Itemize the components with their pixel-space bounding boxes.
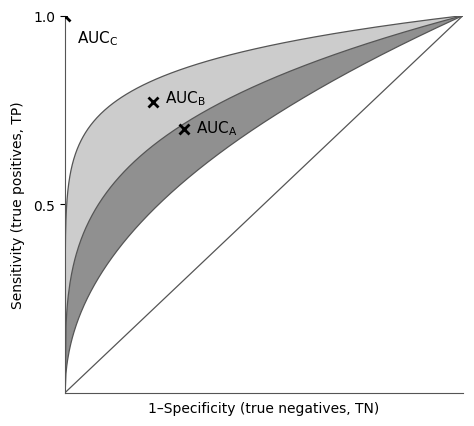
Text: AUC$_\mathregular{A}$: AUC$_\mathregular{A}$ [196,119,238,138]
Y-axis label: Sensitivity (true positives, TP): Sensitivity (true positives, TP) [11,101,25,308]
Polygon shape [65,17,463,393]
Text: AUC$_\mathregular{C}$: AUC$_\mathregular{C}$ [77,29,118,48]
Polygon shape [65,17,463,393]
Text: AUC$_\mathregular{B}$: AUC$_\mathregular{B}$ [164,89,206,108]
X-axis label: 1–Specificity (true negatives, TN): 1–Specificity (true negatives, TN) [148,401,380,415]
